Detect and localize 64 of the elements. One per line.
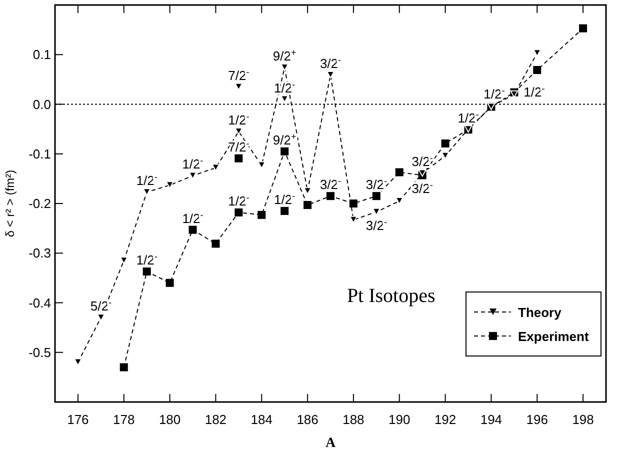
x-tick-label: 178 — [113, 412, 135, 427]
annotation: 1/2$^{-}$ — [182, 210, 204, 226]
annotation: 3/2$^{-}$ — [366, 176, 387, 192]
annotation: 1/2$^{-}$ — [524, 83, 545, 100]
x-tick-label: 188 — [342, 412, 364, 427]
y-tick-label: 0.1 — [32, 47, 51, 62]
x-tick-label: 186 — [296, 412, 318, 427]
point — [212, 240, 220, 248]
point — [142, 267, 151, 276]
annotation: 1/2$^{-}$ — [228, 192, 250, 208]
point — [372, 192, 380, 200]
annotation: 9/2$^{+}$ — [272, 131, 296, 148]
legend-label: Experiment — [518, 329, 590, 344]
annotation: 3/2$^{-}$ — [320, 54, 342, 71]
annotation: 1/2$^{-}$ — [182, 156, 204, 172]
y-tick-label: -0.4 — [28, 295, 51, 310]
point — [533, 66, 542, 74]
annotation: 1/2$^{-}$ — [274, 190, 296, 207]
annotation: Pt Isotopes — [346, 285, 436, 307]
annotation: 3/2$^{-}$ — [366, 216, 387, 233]
annotation: 1/2$^{-}$ — [136, 251, 158, 268]
point — [418, 169, 426, 177]
y-tick-label: -0.2 — [28, 196, 51, 211]
point — [304, 200, 312, 209]
x-axis-title: A — [325, 436, 336, 451]
y-tick-label: 0.0 — [32, 96, 51, 112]
y-tick-label: -0.1 — [28, 146, 51, 162]
annotation: 1/2$^{-}$ — [136, 172, 158, 188]
point — [120, 363, 128, 372]
x-tick-label: 196 — [526, 412, 548, 427]
point — [395, 168, 404, 176]
x-tick-label: 184 — [250, 412, 272, 427]
x-tick-label: 198 — [572, 412, 594, 427]
point — [234, 208, 243, 216]
point — [166, 278, 174, 287]
x-tick-label: 182 — [204, 412, 227, 427]
y-tick-label: -0.5 — [28, 344, 51, 360]
y-axis-title: δ < r² > (fm²) — [3, 170, 17, 238]
point — [441, 139, 450, 148]
point — [258, 210, 266, 219]
annotation: 5/2$^{-}$ — [90, 298, 112, 314]
point — [234, 154, 243, 162]
point — [579, 24, 588, 32]
y-tick-label: -0.3 — [28, 246, 51, 261]
point — [326, 192, 334, 200]
point — [280, 147, 289, 156]
annotation: 1/2$^{-}$ — [458, 110, 479, 126]
annotation: 3/2$^{-}$ — [412, 180, 433, 196]
point — [280, 206, 289, 215]
x-tick-label: 194 — [480, 412, 502, 427]
x-tick-label: 180 — [158, 412, 181, 427]
legend-label: Theory — [518, 305, 562, 320]
annotation: 9/2$^{+}$ — [272, 48, 296, 64]
point — [349, 200, 358, 208]
annotation: 7/2$^{-}$ — [228, 66, 250, 83]
annotation: 1/2$^{-}$ — [228, 112, 250, 128]
annotation: 3/2$^{-}$ — [412, 153, 433, 170]
annotation: 3/2$^{-}$ — [320, 176, 342, 192]
point — [188, 226, 197, 234]
x-tick-label: 176 — [67, 412, 89, 427]
annotation: 7/2$^{-}$ — [228, 138, 250, 154]
annotation: 1/2$^{-}$ — [484, 85, 505, 102]
x-tick-label: 190 — [388, 412, 410, 427]
x-tick-label: 192 — [434, 412, 456, 427]
